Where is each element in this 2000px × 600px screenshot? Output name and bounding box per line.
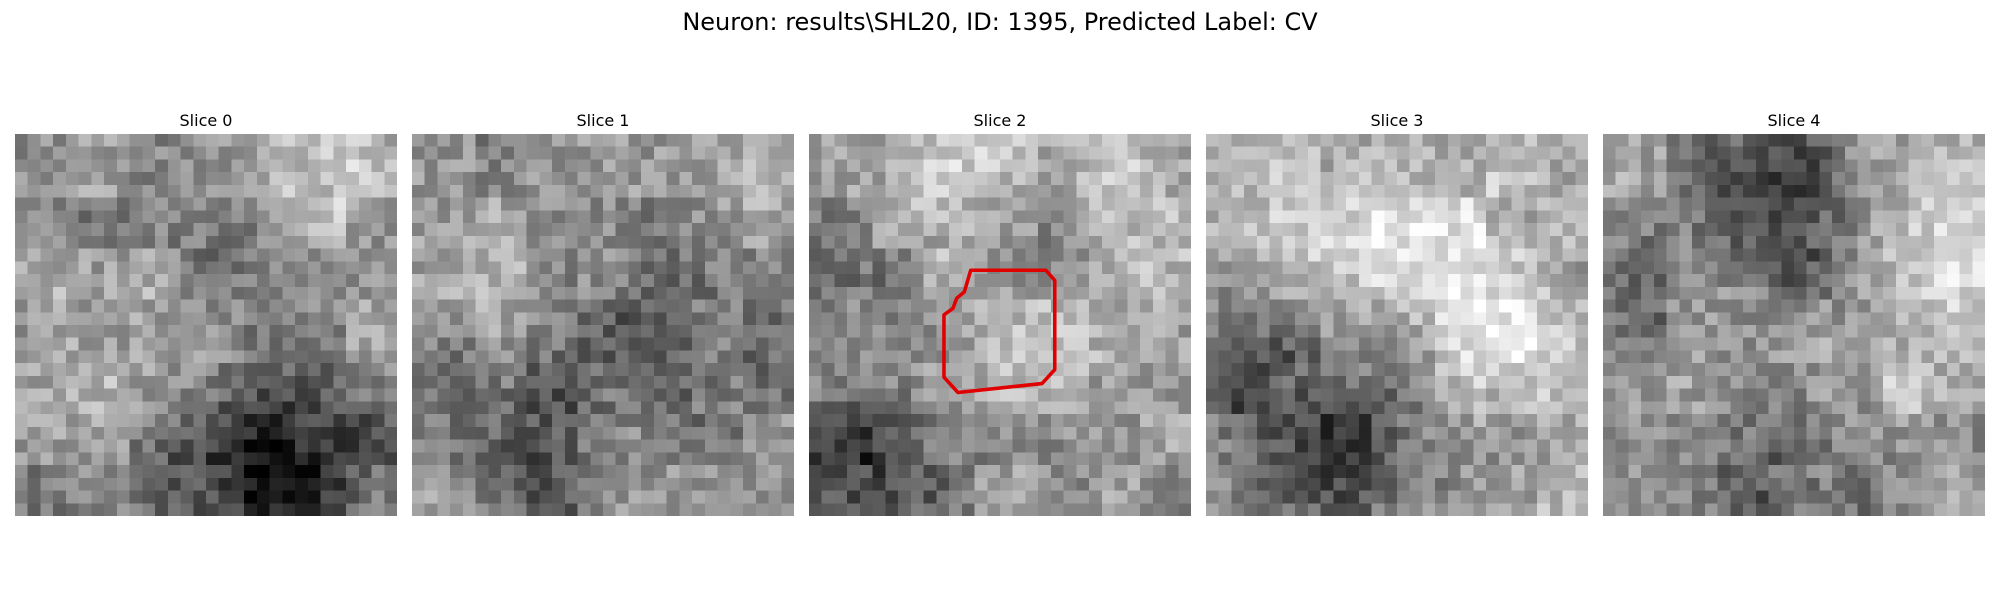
slice-panel-1: Slice 1 bbox=[412, 108, 794, 516]
slice-panel-0: Slice 0 bbox=[15, 108, 397, 516]
slice-image-0 bbox=[15, 134, 397, 516]
slice-title-1: Slice 1 bbox=[412, 108, 794, 134]
slice-panel-2: Slice 2 bbox=[809, 108, 1191, 516]
slice-image-4 bbox=[1603, 134, 1985, 516]
slice-title-2: Slice 2 bbox=[809, 108, 1191, 134]
slice-panel-3: Slice 3 bbox=[1206, 108, 1588, 516]
slice-panel-4: Slice 4 bbox=[1603, 108, 1985, 516]
slice-image-3 bbox=[1206, 134, 1588, 516]
slice-title-0: Slice 0 bbox=[15, 108, 397, 134]
slice-image-2 bbox=[809, 134, 1191, 516]
figure-title: Neuron: results\SHL20, ID: 1395, Predict… bbox=[0, 6, 2000, 38]
slice-title-4: Slice 4 bbox=[1603, 108, 1985, 134]
slice-image-1 bbox=[412, 134, 794, 516]
slice-title-3: Slice 3 bbox=[1206, 108, 1588, 134]
